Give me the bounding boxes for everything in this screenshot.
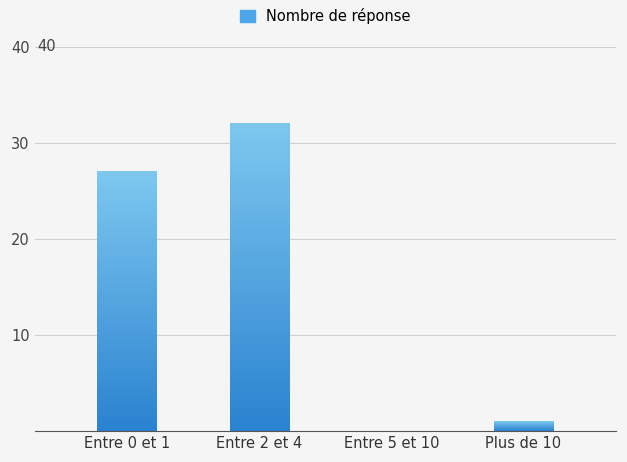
Legend: Nombre de réponse: Nombre de réponse xyxy=(240,8,411,24)
Text: 40: 40 xyxy=(38,39,56,54)
